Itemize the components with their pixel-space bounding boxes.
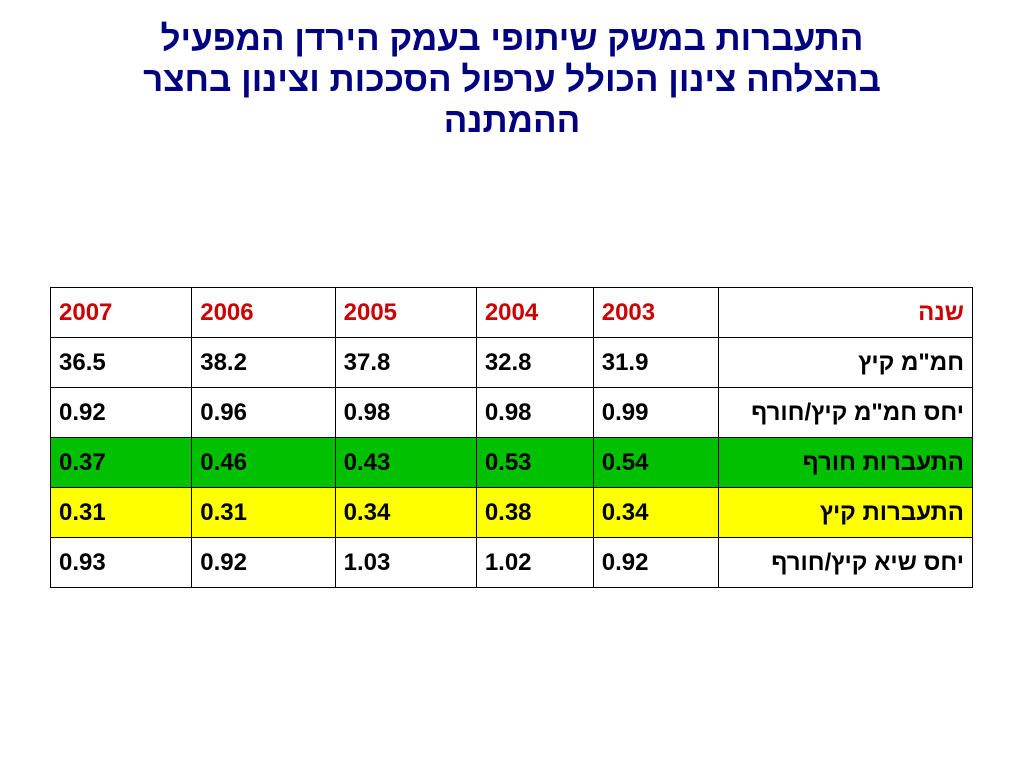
title-line-3: ההמתנה (443, 101, 581, 140)
row-label-cell: התעברות קיץ (718, 487, 973, 538)
table-row-summer-conception: התעברות קיץ 0.34 0.38 0.34 0.31 0.31 (49, 487, 973, 538)
value-cell: 36.5 (49, 337, 193, 388)
header-year-cell: 2003 (592, 287, 720, 338)
value-cell: 0.31 (191, 487, 336, 538)
value-cell: 0.31 (49, 487, 193, 538)
table-row: יחס חמ"מ קיץ/חורף 0.99 0.98 0.98 0.96 0.… (49, 387, 973, 438)
header-year-cell: 2007 (49, 287, 193, 338)
value-cell: 38.2 (191, 337, 336, 388)
value-cell: 0.37 (49, 437, 193, 488)
value-cell: 0.93 (49, 537, 193, 588)
header-year-cell: 2005 (334, 287, 477, 338)
value-cell: 0.34 (334, 487, 477, 538)
row-label-cell: יחס שיא קיץ/חורף (718, 537, 973, 588)
value-cell: 0.92 (49, 387, 193, 438)
value-cell: 0.92 (592, 537, 720, 588)
table-header-row: שנה 2003 2004 2005 2006 2007 (49, 287, 973, 338)
value-cell: 0.98 (334, 387, 477, 438)
value-cell: 0.38 (475, 487, 594, 538)
value-cell: 0.98 (475, 387, 594, 438)
page-title: התעברות במשק שיתופי בעמק הירדן המפעיל בה… (40, 18, 984, 141)
header-year-cell: 2004 (475, 287, 594, 338)
value-cell: 32.8 (475, 337, 594, 388)
row-label-cell: חמ"מ קיץ (718, 337, 973, 388)
value-cell: 0.34 (592, 487, 720, 538)
value-cell: 37.8 (334, 337, 477, 388)
table-row-winter-conception: התעברות חורף 0.54 0.53 0.43 0.46 0.37 (49, 437, 973, 488)
value-cell: 0.43 (334, 437, 477, 488)
title-line-1: התעברות במשק שיתופי בעמק הירדן המפעיל (160, 19, 864, 58)
value-cell: 0.54 (592, 437, 720, 488)
table-row: יחס שיא קיץ/חורף 0.92 1.02 1.03 0.92 0.9… (49, 537, 973, 588)
data-table: שנה 2003 2004 2005 2006 2007 חמ"מ קיץ 31… (49, 287, 973, 588)
value-cell: 0.99 (592, 387, 720, 438)
value-cell: 31.9 (592, 337, 720, 388)
row-label-cell: יחס חמ"מ קיץ/חורף (718, 387, 973, 438)
value-cell: 0.46 (191, 437, 336, 488)
value-cell: 0.96 (191, 387, 336, 438)
value-cell: 0.92 (191, 537, 336, 588)
row-label-cell: התעברות חורף (718, 437, 973, 488)
value-cell: 0.53 (475, 437, 594, 488)
header-year-cell: 2006 (191, 287, 336, 338)
header-label-cell: שנה (718, 287, 973, 338)
value-cell: 1.03 (334, 537, 477, 588)
table-row: חמ"מ קיץ 31.9 32.8 37.8 38.2 36.5 (49, 337, 973, 388)
value-cell: 1.02 (475, 537, 594, 588)
title-line-2: בהצלחה צינון הכולל ערפול הסככות וצינון ב… (143, 60, 881, 99)
